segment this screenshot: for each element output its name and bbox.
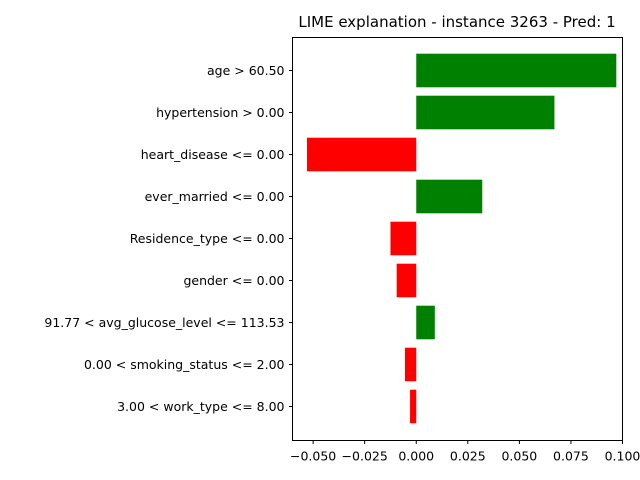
y-tick-label: 91.77 < avg_glucose_level <= 113.53 <box>44 315 284 330</box>
axes-frame <box>292 37 623 441</box>
y-tick-label: Residence_type <= 0.00 <box>130 231 285 246</box>
bar-4 <box>390 221 417 256</box>
bar-6 <box>416 305 435 340</box>
x-tick-label: 0.075 <box>553 449 589 464</box>
y-tick-label: gender <= 0.00 <box>183 273 284 288</box>
x-tick-label: 0.025 <box>450 449 486 464</box>
y-tick-label: 3.00 < work_type <= 8.00 <box>117 399 284 414</box>
x-axis-ticks: −0.050 −0.025 0.000 0.025 0.050 0.075 0.100 <box>290 440 640 464</box>
bar-1 <box>416 95 555 130</box>
bar-5 <box>396 263 417 298</box>
x-tick-label: 0.100 <box>605 449 640 464</box>
y-tick-label: hypertension > 0.00 <box>156 105 284 120</box>
bar-7 <box>404 347 417 382</box>
x-tick-label: −0.050 <box>290 449 336 464</box>
bar-8 <box>410 389 417 424</box>
y-tick-label: ever_married <= 0.00 <box>145 189 285 204</box>
bars-group <box>306 53 617 424</box>
x-tick-label: 0.000 <box>398 449 434 464</box>
x-tick-label: 0.050 <box>501 449 537 464</box>
chart-title: LIME explanation - instance 3263 - Pred:… <box>298 13 615 31</box>
x-tick-label: −0.025 <box>342 449 388 464</box>
bar-2 <box>306 137 417 172</box>
y-tick-label: age > 60.50 <box>207 63 285 78</box>
y-axis-ticks: age > 60.50 hypertension > 0.00 heart_dise… <box>44 63 293 414</box>
y-tick-label: heart_disease <= 0.00 <box>141 147 285 162</box>
bar-3 <box>416 179 483 214</box>
bar-0 <box>416 53 617 88</box>
y-tick-label: 0.00 < smoking_status <= 2.00 <box>84 357 285 372</box>
